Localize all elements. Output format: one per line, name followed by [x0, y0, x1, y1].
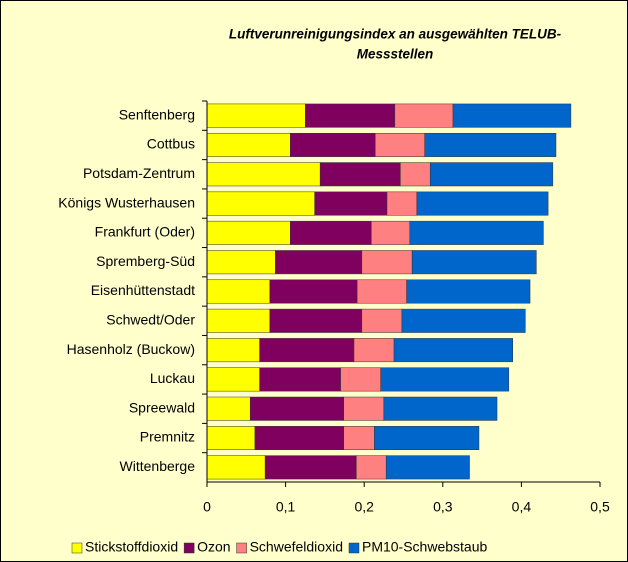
- bar-segment: [206, 338, 260, 363]
- bar-segment: [374, 426, 480, 451]
- bar-segment: [416, 191, 549, 216]
- legend-swatch: [183, 542, 195, 554]
- bar-segment: [206, 103, 306, 128]
- bar-segment: [452, 103, 572, 128]
- bar-segment: [406, 279, 531, 304]
- bar-segment: [206, 455, 266, 480]
- bar-segment: [401, 308, 526, 333]
- bar-segment: [340, 367, 381, 392]
- bar-segment: [269, 279, 358, 304]
- bar-segment: [206, 250, 276, 275]
- legend-swatch: [348, 542, 360, 554]
- bar-segment: [386, 191, 418, 216]
- bar-segment: [356, 455, 387, 480]
- chart-title: Messstellen: [357, 47, 434, 62]
- bar-segment: [259, 338, 355, 363]
- y-tick-label: Cottbus: [147, 136, 195, 152]
- bar-segment: [206, 191, 315, 216]
- bar-segment: [206, 367, 260, 392]
- bar-segment: [259, 367, 341, 392]
- bar-segment: [269, 308, 363, 333]
- x-tick-label: 0,2: [354, 499, 374, 515]
- bar-segment: [383, 396, 498, 421]
- y-tick-label: Senftenberg: [119, 106, 195, 122]
- bar-segment: [393, 338, 514, 363]
- bar-segment: [206, 279, 271, 304]
- y-tick-label: Spremberg-Süd: [96, 253, 195, 269]
- y-tick-label: Eisenhüttenstadt: [91, 282, 195, 298]
- bar-segment: [394, 103, 454, 128]
- chart-title: Luftverunreinigungsindex an ausgewählten…: [229, 27, 562, 42]
- bar-segment: [361, 250, 413, 275]
- bar-segment: [371, 220, 411, 245]
- legend-label: PM10-Schwebstaub: [362, 539, 488, 555]
- y-tick-label: Frankfurt (Oder): [95, 224, 195, 240]
- bar-segment: [206, 396, 251, 421]
- bar-segment: [385, 455, 470, 480]
- y-tick-label: Wittenberge: [120, 458, 196, 474]
- bar-segment: [206, 308, 271, 333]
- bar-segment: [264, 455, 357, 480]
- legend-label: Ozon: [197, 539, 230, 555]
- bar-segment: [356, 279, 407, 304]
- x-tick-label: 0,4: [512, 499, 532, 515]
- bar-segment: [275, 250, 363, 275]
- legend-label: Stickstoffdioxid: [85, 539, 178, 555]
- y-tick-label: Luckau: [150, 370, 195, 386]
- bar-segment: [305, 103, 396, 128]
- bar-segment: [206, 162, 321, 187]
- y-tick-label: Potsdam-Zentrum: [83, 165, 195, 181]
- y-tick-label: Schwedt/Oder: [106, 312, 195, 328]
- bar-segment: [424, 132, 557, 157]
- x-tick-label: 0,3: [433, 499, 453, 515]
- bar-segment: [411, 250, 537, 275]
- bar-segment: [249, 396, 345, 421]
- bar-segment: [206, 426, 256, 451]
- legend-swatch: [71, 542, 83, 554]
- bar-segment: [353, 338, 395, 363]
- bar-segment: [409, 220, 544, 245]
- bar-segment: [374, 132, 425, 157]
- legend-label: Schwefeldioxid: [250, 539, 343, 555]
- legend-swatch: [236, 542, 247, 554]
- bar-segment: [206, 220, 291, 245]
- bar-segment: [314, 191, 388, 216]
- bar-segment: [361, 308, 403, 333]
- y-tick-label: Königs Wusterhausen: [58, 194, 195, 210]
- bar-segment: [254, 426, 345, 451]
- bar-segment: [380, 367, 510, 392]
- x-tick-label: 0,1: [276, 499, 296, 515]
- bar-segment: [429, 162, 554, 187]
- y-tick-label: Premnitz: [140, 429, 195, 445]
- y-tick-label: Hasenholz (Buckow): [67, 341, 195, 357]
- bar-segment: [400, 162, 431, 187]
- y-tick-label: Spreewald: [129, 399, 195, 415]
- bar-segment: [343, 426, 375, 451]
- bar-segment: [290, 132, 376, 157]
- x-tick-label: 0: [203, 499, 211, 515]
- bar-segment: [319, 162, 401, 187]
- bar-segment: [206, 132, 291, 157]
- bar-segment: [343, 396, 385, 421]
- bar-segment: [290, 220, 372, 245]
- x-tick-label: 0,5: [590, 499, 610, 515]
